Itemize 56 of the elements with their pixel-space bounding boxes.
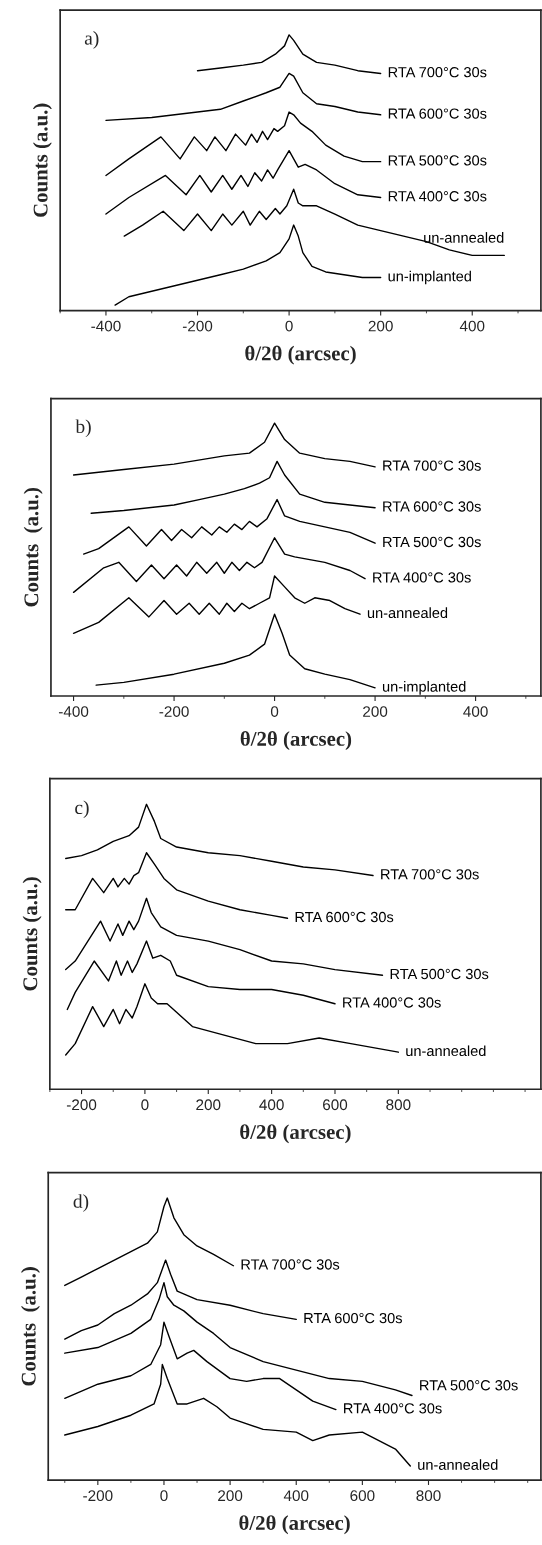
chart-title: a) (84, 31, 99, 49)
series-label: un-implanted (388, 270, 471, 285)
chart-title: d) (73, 1194, 89, 1212)
x-tick-label: 400 (259, 1099, 284, 1111)
x-tick-label: -200 (159, 706, 189, 717)
x-axis-title: θ/2θ (arcsec) (240, 1124, 351, 1144)
series-label: un-implanted (382, 681, 466, 695)
y-axis-title: Counts (a.u.) (23, 488, 43, 607)
series-label: RTA 400°C 30s (343, 997, 441, 1008)
y-axis-title: Counts (a.u.) (32, 103, 52, 217)
x-tick-label: 0 (160, 1490, 168, 1502)
x-tick-label: 400 (459, 320, 485, 332)
series-label: RTA 500°C 30s (383, 536, 481, 548)
chart-title: b) (75, 419, 91, 438)
series-label: RTA 600°C 30s (295, 911, 394, 923)
x-tick-label: -400 (58, 706, 89, 717)
x-tick-label: 800 (416, 1490, 441, 1502)
series-label: RTA 400°C 30s (388, 191, 487, 202)
series-label: un-annealed (418, 1459, 498, 1470)
x-tick-label: 400 (463, 706, 488, 717)
series-label: un-annealed (367, 607, 448, 619)
y-axis-title: Counts (a.u.) (21, 1267, 40, 1386)
series-label: RTA 700°C 30s (383, 460, 481, 471)
series-label: un-annealed (406, 1045, 486, 1057)
x-axis-title: θ/2θ (arcsec) (239, 1515, 350, 1535)
series-label: RTA 500°C 30s (388, 155, 487, 166)
y-axis-title: Counts (a.u.) (22, 877, 42, 991)
x-tick-label: 200 (218, 1490, 243, 1502)
x-tick-label: 600 (323, 1099, 348, 1111)
x-tick-label: 400 (283, 1490, 309, 1502)
series-label: RTA 700°C 30s (388, 67, 487, 78)
x-tick-label: 0 (285, 320, 293, 332)
chart-title: c) (75, 800, 89, 819)
x-tick-label: -200 (182, 320, 213, 332)
x-tick-label: 200 (363, 706, 388, 717)
x-tick-label: 0 (270, 706, 279, 717)
x-tick-label: 200 (196, 1099, 221, 1111)
x-tick-label: 200 (368, 320, 393, 332)
x-tick-label: -200 (66, 1099, 97, 1111)
series-label: RTA 400°C 30s (344, 1403, 442, 1414)
series-label: RTA 700°C 30s (381, 869, 479, 880)
series-label: un-annealed (424, 232, 504, 243)
x-tick-label: 800 (386, 1099, 411, 1111)
series-label: RTA 500°C 30s (390, 968, 489, 980)
x-axis-title: θ/2θ (arcsec) (240, 731, 352, 751)
x-axis-title: θ/2θ (arcsec) (245, 345, 356, 365)
series-label: RTA 700°C 30s (241, 1259, 340, 1270)
series-label: RTA 600°C 30s (388, 108, 487, 119)
series-label: RTA 600°C 30s (383, 501, 481, 512)
x-tick-label: -400 (91, 320, 121, 332)
x-tick-label: -200 (83, 1490, 113, 1502)
series-label: RTA 400°C 30s (373, 572, 471, 583)
series-label: RTA 500°C 30s (420, 1380, 518, 1391)
x-tick-label: 0 (141, 1099, 149, 1111)
series-label: RTA 600°C 30s (304, 1312, 402, 1324)
x-tick-label: 600 (350, 1490, 375, 1502)
